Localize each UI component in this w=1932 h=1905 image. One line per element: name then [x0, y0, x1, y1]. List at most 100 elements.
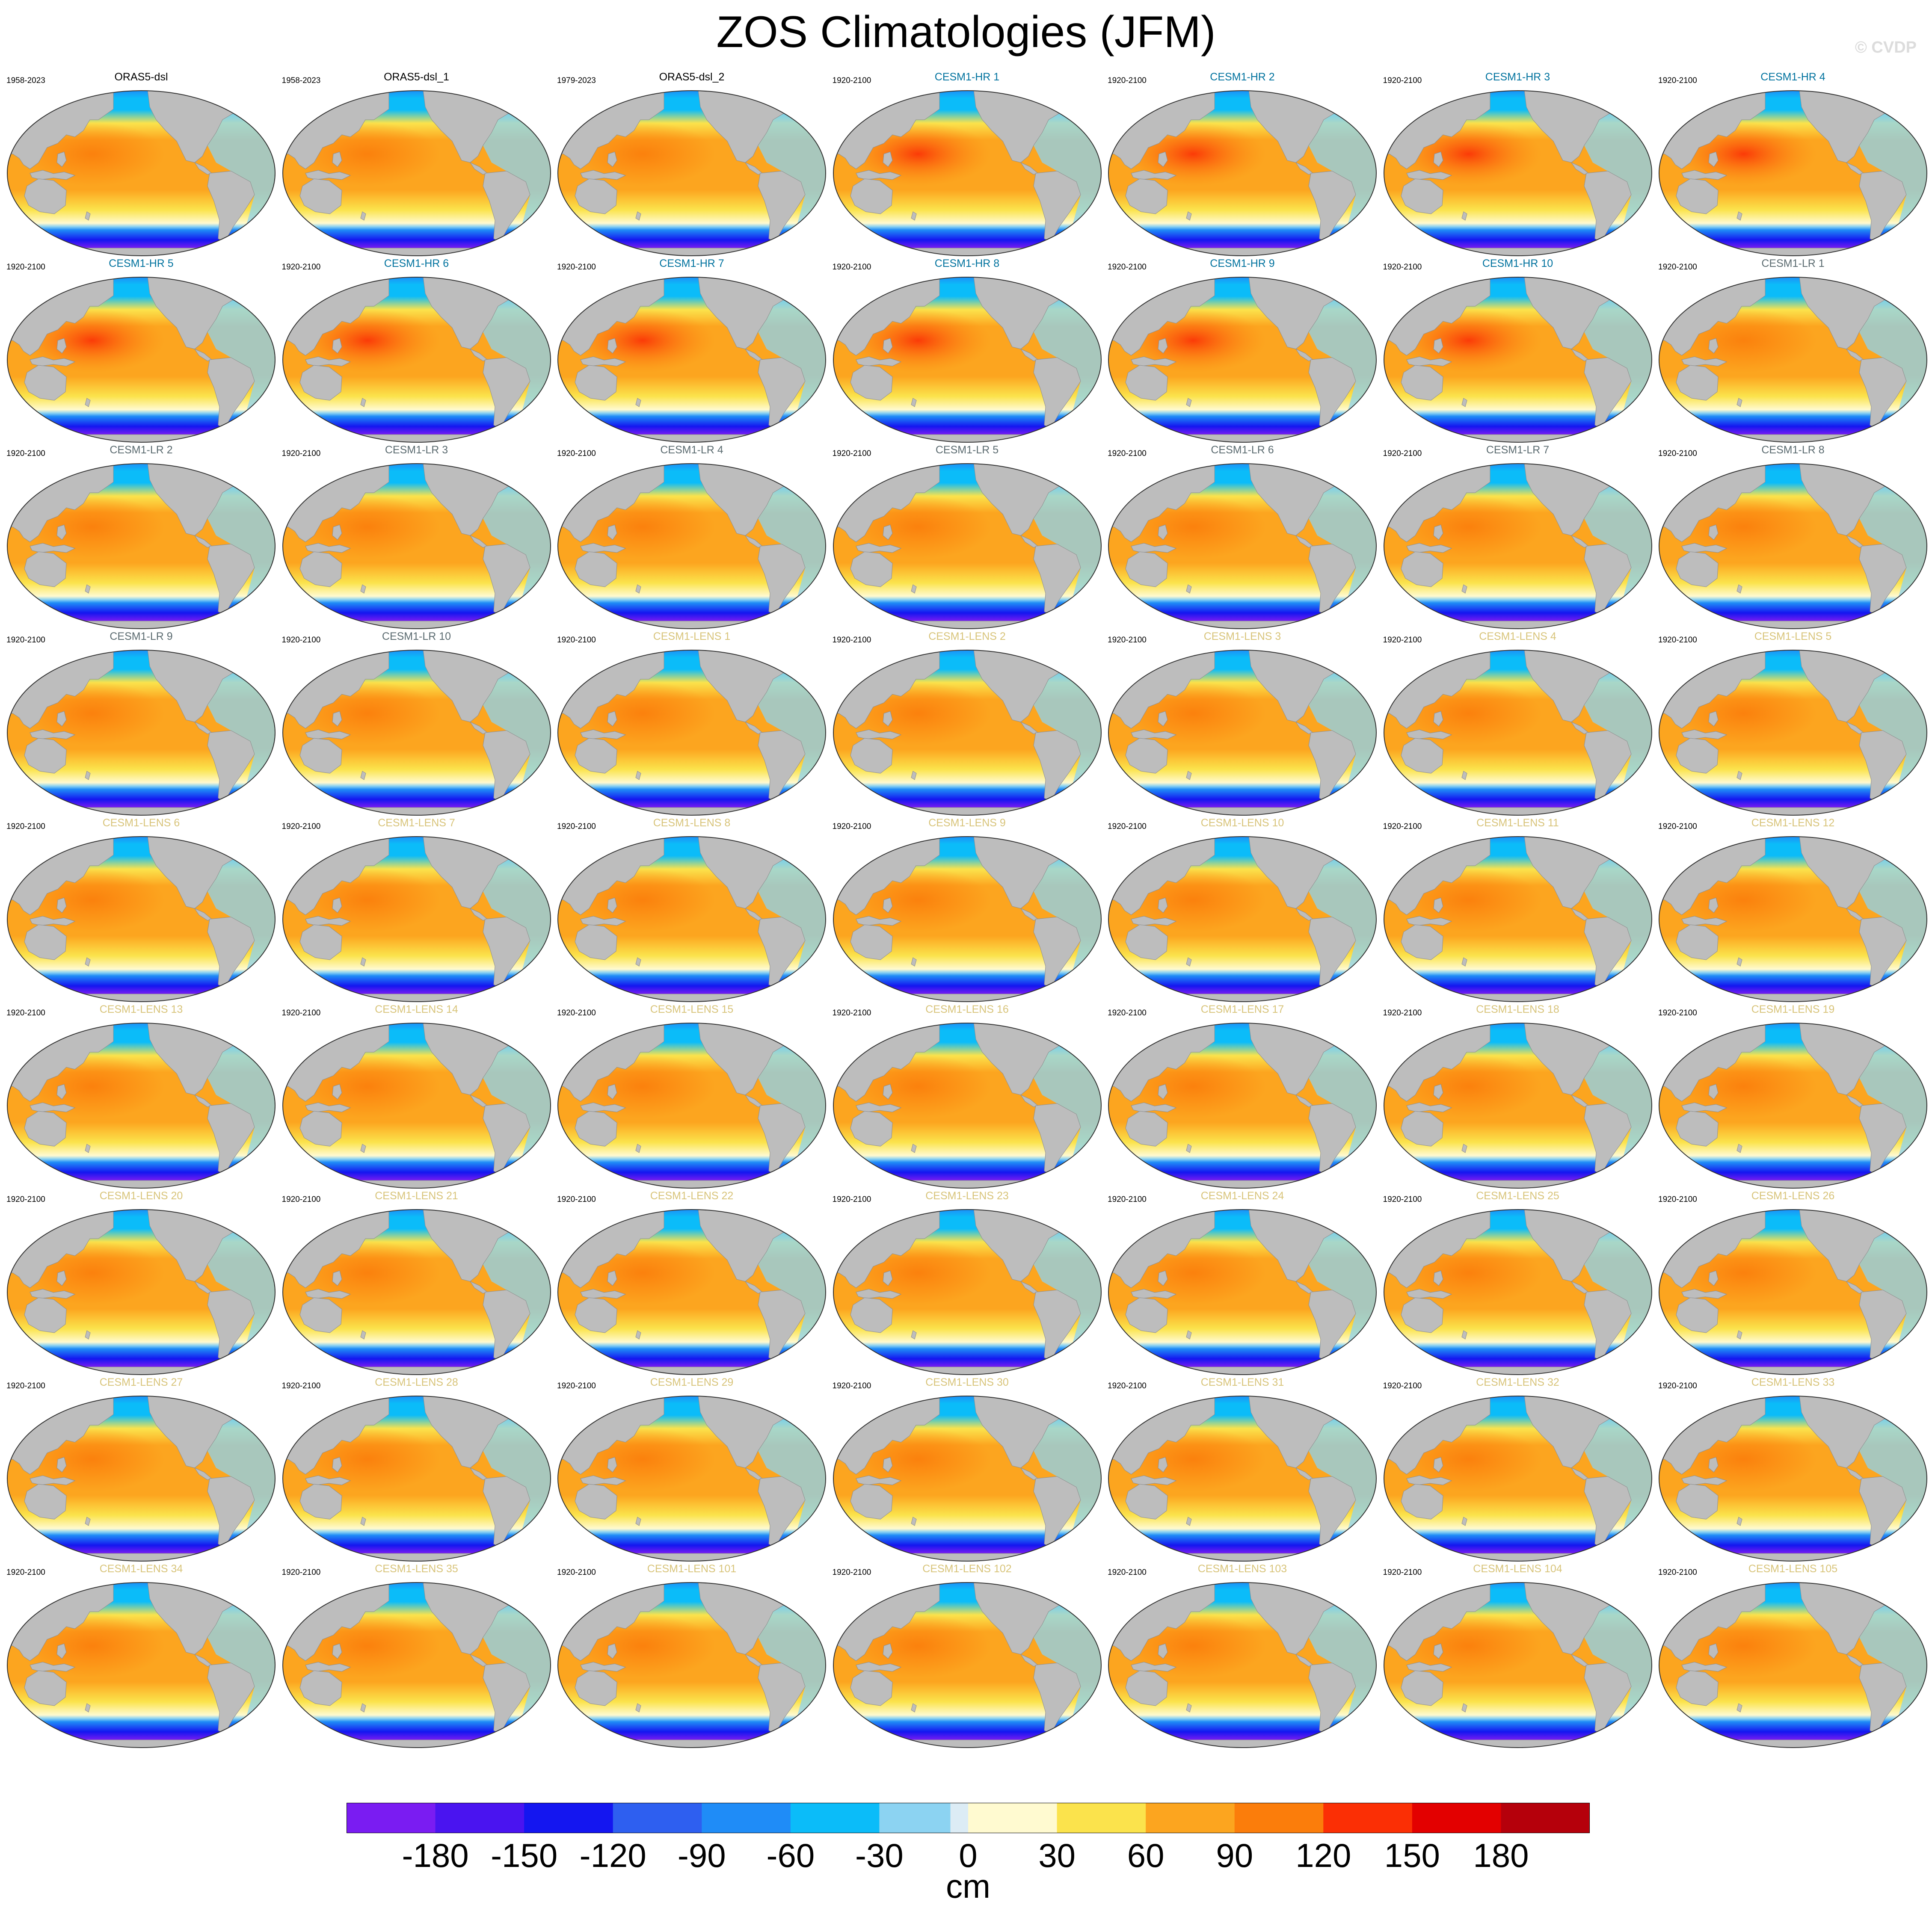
climatology-map: [1659, 650, 1927, 816]
colorbar-bin: [1430, 1803, 1448, 1833]
map-panel: 1920-2100 CESM1-LENS 29: [557, 1376, 827, 1564]
map-panel-grid: 1958-2023 ORAS5-dsl 1958-2023 ORAS5-dsl_1 19…: [6, 71, 1928, 1751]
colorbar-bin: [915, 1803, 933, 1833]
colorbar-bin: [1199, 1803, 1217, 1833]
map-panel: 1920-2100 CESM1-LENS 7: [282, 817, 551, 1005]
map-panel: 1920-2100 CESM1-HR 4: [1658, 71, 1928, 259]
panel-year-range: 1979-2023: [557, 76, 596, 85]
panel-year-range: 1920-2100: [282, 1195, 321, 1204]
colorbar-bin: [826, 1803, 844, 1833]
watermark: © CVDP: [1855, 38, 1917, 56]
panel-year-range: 1920-2100: [1383, 76, 1422, 85]
panel-title: CESM1-LENS 101: [647, 1563, 737, 1575]
map-panel: 1920-2100 CESM1-LR 9: [6, 630, 276, 818]
colorbar-bin: [524, 1803, 542, 1833]
panel-year-range: 1920-2100: [1383, 636, 1422, 645]
map-panel: 1920-2100 CESM1-LENS 22: [557, 1190, 827, 1378]
climatology-map: [282, 1582, 551, 1748]
panel-title: CESM1-HR 10: [1482, 257, 1553, 269]
map-panel: 1920-2100 CESM1-LENS 26: [1658, 1190, 1928, 1378]
colorbar-bin: [1128, 1803, 1146, 1833]
colorbar-bin: [1501, 1803, 1519, 1833]
climatology-map: [1383, 277, 1652, 443]
panel-year-range: 1920-2100: [1108, 1009, 1147, 1018]
panel-title: ORAS5-dsl_1: [384, 71, 449, 83]
colorbar-bin: [1110, 1803, 1129, 1833]
colorbar-bin: [1217, 1803, 1235, 1833]
panel-title: CESM1-LENS 105: [1748, 1563, 1838, 1575]
colorbar-bin: [648, 1803, 667, 1833]
colorbar-bin: [1394, 1803, 1413, 1833]
panel-title: CESM1-LENS 18: [1476, 1003, 1559, 1015]
climatology-map: [1383, 1023, 1652, 1189]
colorbar-bin: [1057, 1803, 1075, 1833]
panel-year-range: 1920-2100: [832, 1195, 871, 1204]
panel-year-range: 1920-2100: [282, 1568, 321, 1577]
colorbar-tick-label: 180: [1473, 1837, 1529, 1874]
climatology-map: [282, 650, 551, 816]
panel-year-range: 1920-2100: [1108, 822, 1147, 831]
colorbar-bin: [1021, 1803, 1040, 1833]
colorbar-frame: [347, 1803, 1590, 1833]
colorbar-bin: [1163, 1803, 1182, 1833]
panel-year-range: 1920-2100: [1108, 76, 1147, 85]
panel-title: CESM1-LENS 19: [1751, 1003, 1835, 1015]
panel-year-range: 1920-2100: [1383, 449, 1422, 458]
panel-title: CESM1-LENS 12: [1751, 817, 1835, 829]
climatology-map: [833, 463, 1102, 629]
panel-year-range: 1920-2100: [557, 1381, 596, 1390]
map-panel: 1920-2100 CESM1-HR 8: [833, 257, 1102, 445]
map-panel: 1920-2100 CESM1-LENS 101: [557, 1563, 827, 1751]
colorbar-bin: [435, 1803, 453, 1833]
colorbar-unit-label: cm: [946, 1867, 990, 1901]
colorbar-bin: [577, 1803, 596, 1833]
panel-year-range: 1920-2100: [1108, 449, 1147, 458]
panel-year-range: 1920-2100: [1383, 822, 1422, 831]
map-panel: 1920-2100 CESM1-LENS 14: [282, 1003, 551, 1191]
map-panel: 1920-2100 CESM1-HR 7: [557, 257, 827, 445]
panel-year-range: 1920-2100: [557, 449, 596, 458]
climatology-map: [833, 836, 1102, 1002]
panel-title: CESM1-LENS 29: [650, 1376, 734, 1388]
map-panel: 1920-2100 CESM1-LENS 11: [1383, 817, 1653, 1005]
colorbar-bin: [418, 1803, 436, 1833]
panel-title: ORAS5-dsl: [114, 71, 168, 83]
colorbar-bin: [1483, 1803, 1502, 1833]
panel-year-range: 1920-2100: [1658, 636, 1697, 645]
colorbar-bin: [737, 1803, 756, 1833]
map-panel: 1920-2100 CESM1-LENS 10: [1108, 817, 1377, 1005]
map-panel: 1920-2100 CESM1-LENS 30: [832, 1376, 1102, 1564]
colorbar-bin: [631, 1803, 649, 1833]
map-panel: 1920-2100 CESM1-LENS 5: [1658, 630, 1928, 818]
climatology-map: [1108, 277, 1377, 443]
colorbar-tick-label: -150: [491, 1837, 557, 1874]
climatology-map: [1383, 90, 1652, 256]
panel-title: CESM1-LENS 2: [928, 630, 1006, 642]
map-panel: 1920-2100 CESM1-LR 4: [557, 444, 827, 632]
panel-year-range: 1920-2100: [832, 1009, 871, 1018]
climatology-map: [557, 277, 826, 443]
panel-year-range: 1920-2100: [1383, 1009, 1422, 1018]
map-panel: 1920-2100 CESM1-LENS 27: [6, 1376, 276, 1564]
map-panel: 1920-2100 CESM1-LENS 19: [1658, 1003, 1928, 1191]
colorbar-bin: [613, 1803, 631, 1833]
climatology-map: [1108, 463, 1377, 629]
climatology-map: [1659, 1396, 1927, 1562]
panel-year-range: 1920-2100: [832, 1381, 871, 1390]
panel-year-range: 1920-2100: [1108, 1195, 1147, 1204]
colorbar-bin: [1039, 1803, 1058, 1833]
panel-year-range: 1920-2100: [6, 449, 45, 458]
colorbar-bin: [1572, 1803, 1590, 1833]
panel-title: ORAS5-dsl_2: [659, 71, 725, 83]
colorbar-tick-label: -60: [766, 1837, 815, 1874]
panel-year-range: 1920-2100: [832, 1568, 871, 1577]
colorbar-bin: [595, 1803, 613, 1833]
colorbar-tick-label: -120: [580, 1837, 646, 1874]
climatology-map: [833, 277, 1102, 443]
colorbar-bin: [542, 1803, 560, 1833]
colorbar-bin: [897, 1803, 916, 1833]
panel-year-range: 1920-2100: [282, 636, 321, 645]
panel-year-range: 1920-2100: [282, 1381, 321, 1390]
climatology-map: [833, 1023, 1102, 1189]
panel-title: CESM1-LR 4: [660, 444, 723, 456]
